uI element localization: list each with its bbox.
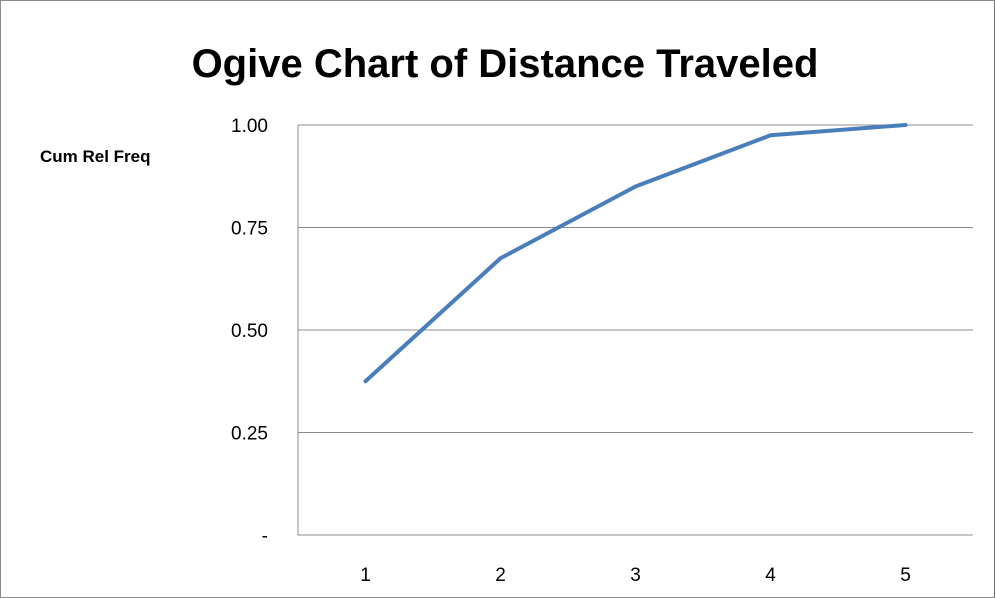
x-tick-label: 4	[765, 565, 776, 586]
data-point	[770, 134, 771, 136]
y-tick-label: 0.75	[231, 219, 268, 240]
y-tick-label: 0.25	[231, 424, 268, 445]
series-line-0	[363, 123, 908, 384]
grid-lines	[298, 124, 973, 433]
series-layer	[363, 123, 908, 384]
x-tick-label: 5	[900, 565, 911, 586]
chart-title: Ogive Chart of Distance Traveled	[192, 42, 819, 86]
y-tick-label: 1.00	[231, 116, 268, 137]
data-point	[365, 380, 366, 382]
data-point	[635, 186, 636, 187]
y-axis-label: Cum Rel Freq	[40, 147, 151, 166]
data-point	[905, 124, 906, 126]
x-tick-label: 3	[630, 565, 641, 586]
y-tick-labels: - 0.25 0.50 0.75 1.00	[231, 116, 268, 547]
y-tick-label: -	[262, 526, 268, 547]
y-tick-label: 0.50	[231, 321, 268, 342]
x-tick-label: 2	[495, 565, 506, 586]
data-point	[500, 257, 501, 259]
x-tick-label: 1	[360, 565, 371, 586]
axes	[297, 125, 973, 536]
x-tick-labels: 1 2 3 4 5	[360, 565, 911, 586]
